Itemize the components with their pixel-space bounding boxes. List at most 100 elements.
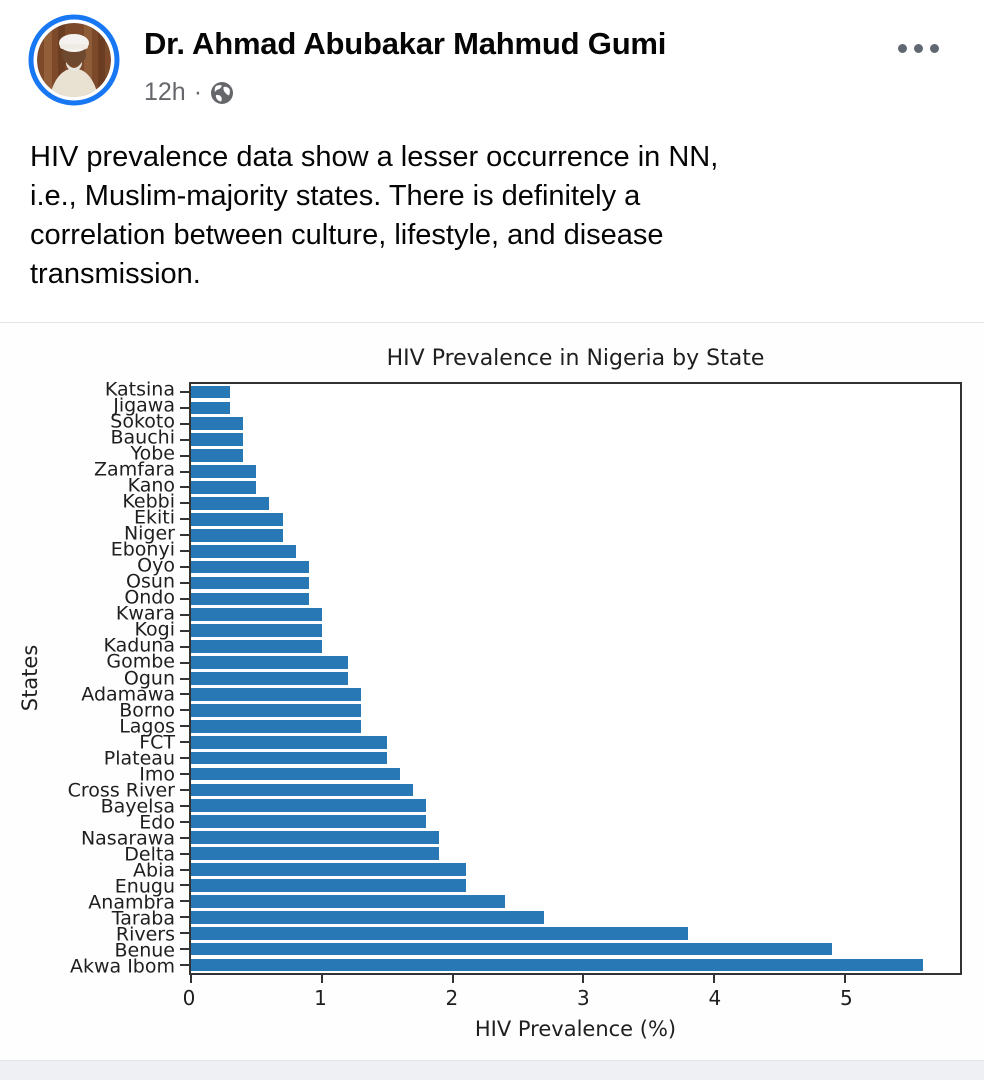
bar	[191, 576, 309, 590]
bar	[191, 608, 322, 622]
y-tick-mark	[180, 932, 189, 935]
meta-separator: ·	[193, 78, 203, 106]
y-tick-mark	[180, 852, 189, 855]
chart-image-attachment[interactable]: HIV Prevalence in Nigeria by State State…	[0, 323, 984, 1060]
bar	[191, 847, 440, 860]
dot-icon	[913, 43, 923, 53]
y-tick-label: Jigawa	[113, 394, 175, 417]
post-meta: 12h ·	[144, 78, 234, 107]
y-tick-mark	[180, 550, 189, 553]
divider	[0, 322, 984, 323]
y-tick-mark	[180, 534, 189, 537]
y-tick-label: Osun	[126, 570, 175, 593]
avatar[interactable]	[28, 14, 120, 106]
bar	[191, 512, 283, 526]
y-tick-mark	[180, 454, 189, 457]
post-text: HIV prevalence data show a lesser occurr…	[30, 138, 718, 294]
bar	[191, 926, 688, 940]
y-tick-label: Kano	[127, 474, 175, 497]
bar	[191, 735, 388, 749]
page-background-strip	[0, 1061, 984, 1080]
y-tick-mark	[180, 820, 189, 823]
y-tick-label: Plateau	[103, 747, 175, 770]
y-tick-mark	[180, 757, 189, 760]
bar	[191, 831, 440, 845]
y-tick-mark	[180, 900, 189, 903]
bar	[191, 703, 362, 717]
bar	[191, 719, 362, 733]
bar	[191, 497, 270, 510]
bar	[191, 624, 322, 638]
y-tick-label: Cross River	[67, 779, 175, 802]
y-tick-mark	[180, 613, 189, 616]
bar	[191, 688, 362, 701]
bar	[191, 958, 924, 972]
y-tick-mark	[180, 390, 189, 393]
bar	[191, 815, 427, 829]
plot-area	[180, 382, 962, 983]
divider	[0, 1060, 984, 1061]
y-tick-mark	[180, 884, 189, 887]
bar	[191, 751, 388, 765]
author-name[interactable]: Dr. Ahmad Abubakar Mahmud Gumi	[144, 26, 667, 61]
y-tick-mark	[180, 422, 189, 425]
bar	[191, 783, 414, 797]
y-tick-label: Akwa Ibom	[69, 955, 175, 978]
chart-title: HIV Prevalence in Nigeria by State	[386, 346, 765, 371]
bar	[191, 417, 244, 431]
y-tick-label: Kaduna	[103, 634, 175, 657]
x-tick-mark	[843, 975, 846, 983]
y-tick-mark	[180, 581, 189, 584]
y-tick-label: Sokoto	[110, 410, 175, 433]
post-text-line: i.e., Muslim-majority states. There is d…	[30, 180, 641, 212]
y-tick-mark	[180, 677, 189, 680]
y-tick-label: Taraba	[111, 907, 175, 930]
y-tick-label: Borno	[119, 699, 175, 722]
y-tick-label: Delta	[124, 843, 175, 866]
x-tick-mark	[451, 975, 454, 983]
y-tick-mark	[180, 645, 189, 648]
y-tick-mark	[180, 502, 189, 505]
y-tick-mark	[180, 709, 189, 712]
y-tick-mark	[180, 773, 189, 775]
y-tick-label: Oyo	[137, 554, 175, 577]
y-tick-label: Anambra	[88, 891, 175, 914]
y-tick-mark	[180, 566, 189, 569]
timestamp[interactable]: 12h	[144, 78, 186, 106]
y-tick-mark	[180, 406, 189, 409]
y-tick-mark	[180, 438, 189, 441]
y-tick-label: Kwara	[115, 602, 175, 625]
x-tick-label: 3	[577, 986, 590, 1010]
dot-icon	[897, 43, 907, 53]
y-tick-label: Kebbi	[122, 490, 175, 513]
post-options-button[interactable]	[886, 30, 950, 66]
bar	[191, 942, 832, 956]
y-tick-label: Niger	[123, 522, 175, 545]
y-tick-label: Imo	[139, 763, 175, 786]
bar	[191, 910, 545, 924]
x-tick-label: 1	[314, 986, 327, 1010]
y-tick-label: Abia	[133, 859, 175, 882]
bar	[191, 656, 348, 669]
y-tick-label: Enugu	[114, 875, 175, 898]
y-tick-label: Ekiti	[133, 506, 175, 529]
y-tick-label: Kogi	[134, 618, 175, 641]
y-tick-mark	[180, 597, 189, 600]
y-tick-label: Ondo	[124, 586, 175, 609]
x-axis-label: HIV Prevalence (%)	[474, 1017, 677, 1041]
bar	[191, 401, 231, 415]
y-tick-label: Bayelsa	[100, 795, 175, 818]
bar	[191, 544, 296, 558]
y-tick-mark	[180, 693, 189, 696]
y-tick-mark	[180, 788, 189, 791]
bar	[191, 433, 244, 447]
bar	[191, 767, 401, 781]
x-tick-mark	[582, 975, 585, 983]
post-text-line: transmission.	[30, 258, 201, 290]
bar	[191, 894, 505, 908]
y-tick-mark	[180, 741, 189, 744]
y-tick-mark	[180, 518, 189, 521]
y-tick-label: Ogun	[123, 667, 175, 689]
y-tick-mark	[180, 486, 189, 489]
y-tick-mark	[180, 470, 189, 473]
